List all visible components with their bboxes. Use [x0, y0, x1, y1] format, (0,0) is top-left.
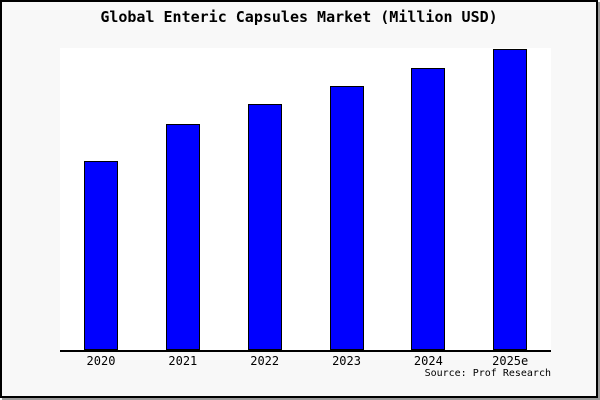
bar-2021 [165, 124, 200, 350]
x-tick-label-2024: 2024 [413, 354, 443, 368]
chart-title: Global Enteric Capsules Market (Million … [100, 8, 498, 26]
plot-area [60, 48, 551, 352]
bar-2023 [329, 86, 364, 350]
source-note: Source: Prof Research [424, 368, 551, 379]
bar-2022 [247, 104, 282, 350]
x-tick-label-2020: 2020 [86, 354, 116, 368]
x-tick-label-2025e: 2025e [492, 354, 529, 368]
x-tick-label-2022: 2022 [250, 354, 280, 368]
bar-2025e [493, 49, 528, 350]
bar-2020 [84, 161, 118, 350]
x-tick-label-2023: 2023 [332, 354, 361, 368]
bar-2024 [411, 68, 446, 350]
x-tick-label-2021: 2021 [168, 354, 198, 368]
